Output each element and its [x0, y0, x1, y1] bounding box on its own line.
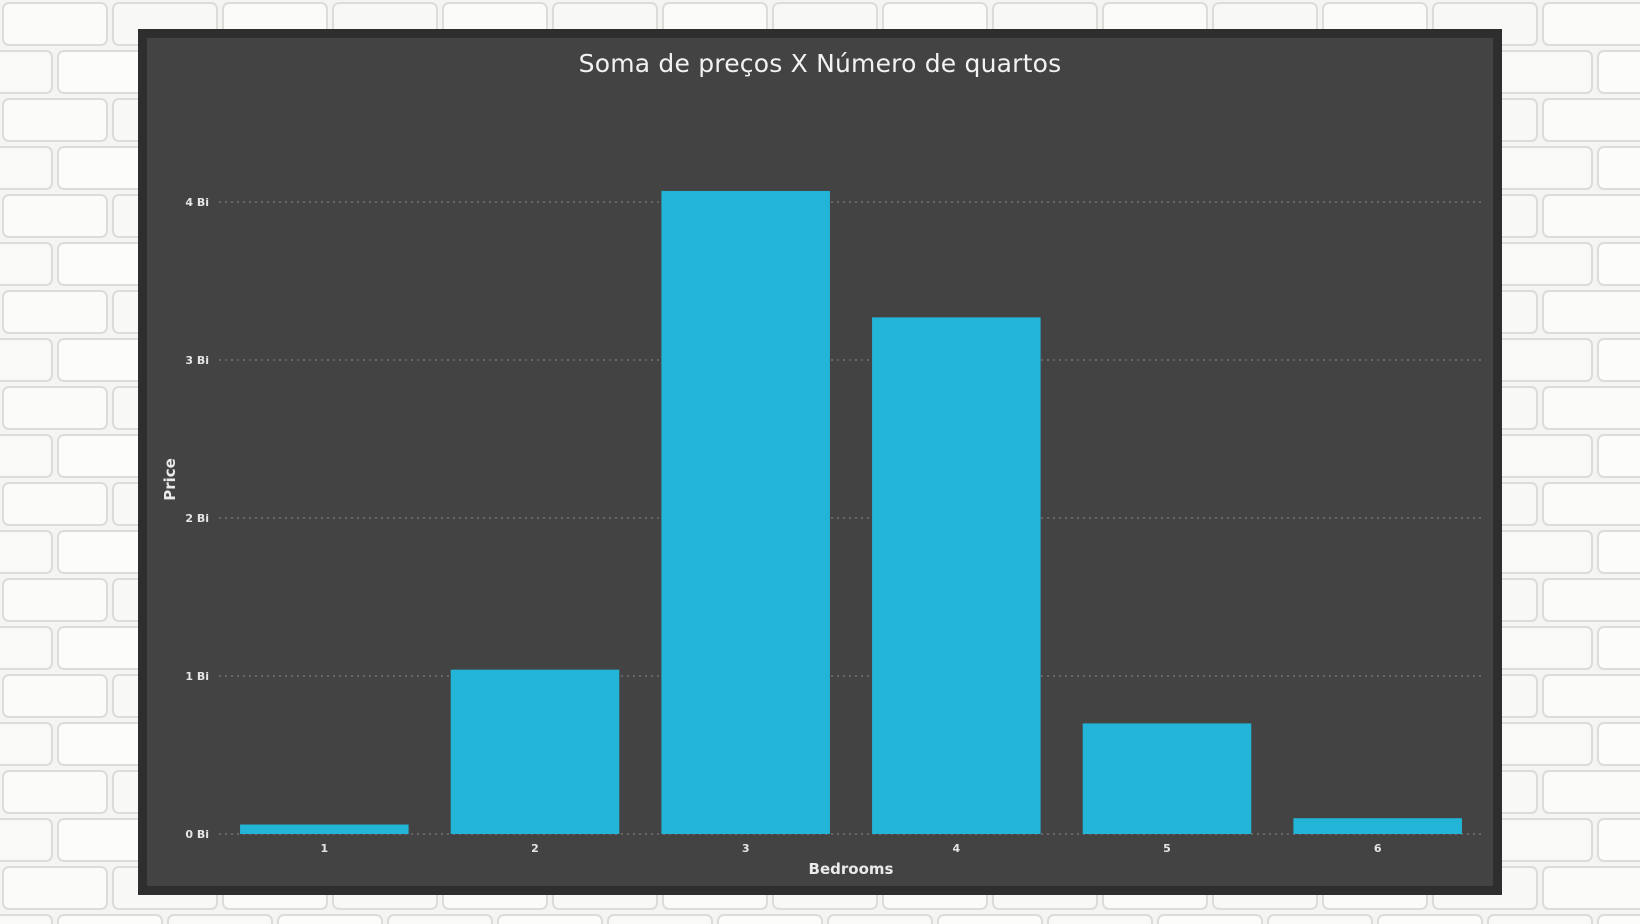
x-tick-label: 1: [321, 842, 329, 855]
bar: [872, 317, 1041, 835]
y-tick-label: 4 Bi: [185, 196, 209, 209]
bar: [1082, 723, 1252, 834]
y-tick-label: 2 Bi: [185, 512, 209, 525]
x-tick-label: 5: [1163, 842, 1171, 855]
bar: [240, 824, 409, 834]
x-axis-title: Bedrooms: [809, 860, 894, 878]
x-tick-label: 3: [742, 842, 750, 855]
x-tick-label: 2: [531, 842, 539, 855]
chart-title: Soma de preços X Número de quartos: [578, 49, 1062, 78]
bar: [450, 669, 620, 834]
bar: [1293, 818, 1462, 834]
chart-area: Soma de preços X Número de quartos 0 Bi 1…: [147, 38, 1493, 886]
y-axis-title: Price: [161, 458, 179, 501]
y-tick-label: 0 Bi: [185, 828, 209, 841]
x-tick-label: 6: [1374, 842, 1382, 855]
x-tick-label: 4: [953, 842, 961, 855]
bar-chart: 0 Bi 1 Bi 2 Bi 3 Bi 4 Bi 1 2 3 4 5 6 Bedrooms Price: [161, 190, 1483, 878]
y-tick-label: 1 Bi: [185, 670, 209, 683]
y-tick-label: 3 Bi: [185, 354, 209, 367]
bar: [661, 190, 830, 834]
chart-panel: Soma de preços X Número de quartos 0 Bi 1…: [138, 29, 1502, 895]
